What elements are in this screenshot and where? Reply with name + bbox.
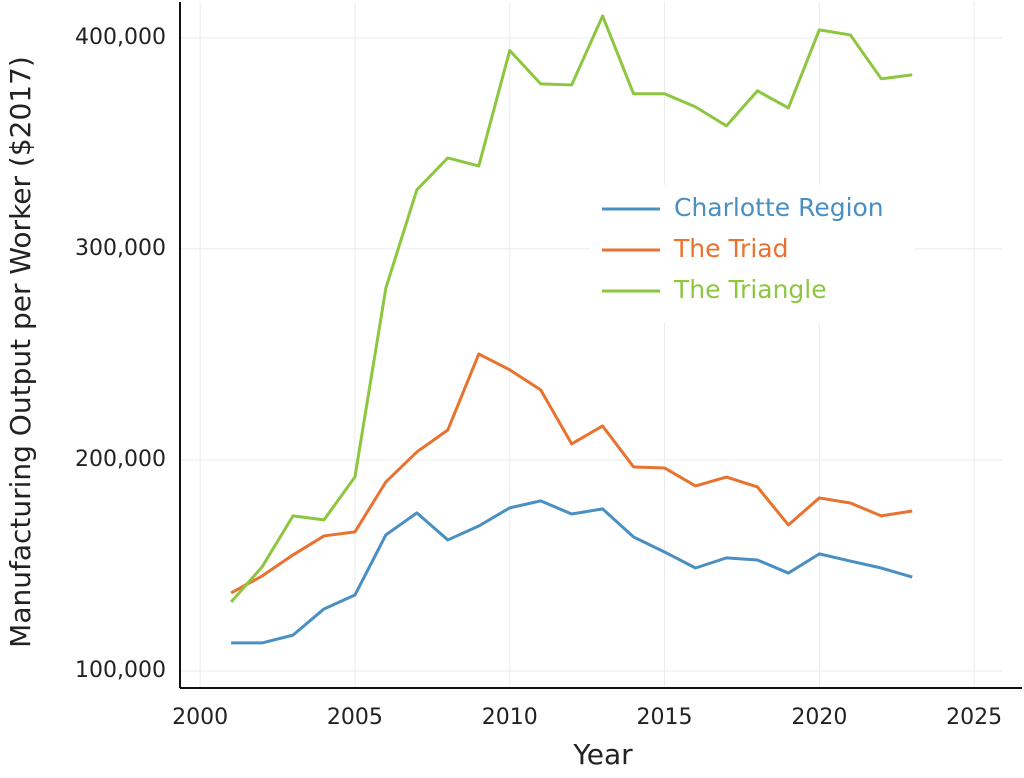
- x-tick-label: 2015: [637, 705, 693, 730]
- x-tick-label: 2025: [946, 705, 1002, 730]
- x-tick-label: 2000: [172, 705, 228, 730]
- line-series: [231, 499, 913, 645]
- legend-label: Charlotte Region: [674, 193, 884, 222]
- y-tick-label: 300,000: [75, 236, 166, 261]
- x-tick-label: 2010: [482, 705, 538, 730]
- y-tick-label: 200,000: [75, 447, 166, 472]
- y-tick-label: 400,000: [75, 25, 166, 50]
- x-tick-label: 2020: [791, 705, 847, 730]
- y-tick-label: 100,000: [75, 658, 166, 683]
- legend-label: The Triangle: [673, 275, 827, 304]
- y-axis-label: Manufacturing Output per Worker ($2017): [4, 56, 37, 648]
- x-tick-label: 2005: [327, 705, 383, 730]
- legend-label: The Triad: [673, 234, 788, 263]
- legend: Charlotte Region The Triad The Triangle: [590, 185, 915, 323]
- x-axis-label: Year: [572, 738, 633, 771]
- line-series: [230, 352, 913, 595]
- line-series: [229, 14, 913, 603]
